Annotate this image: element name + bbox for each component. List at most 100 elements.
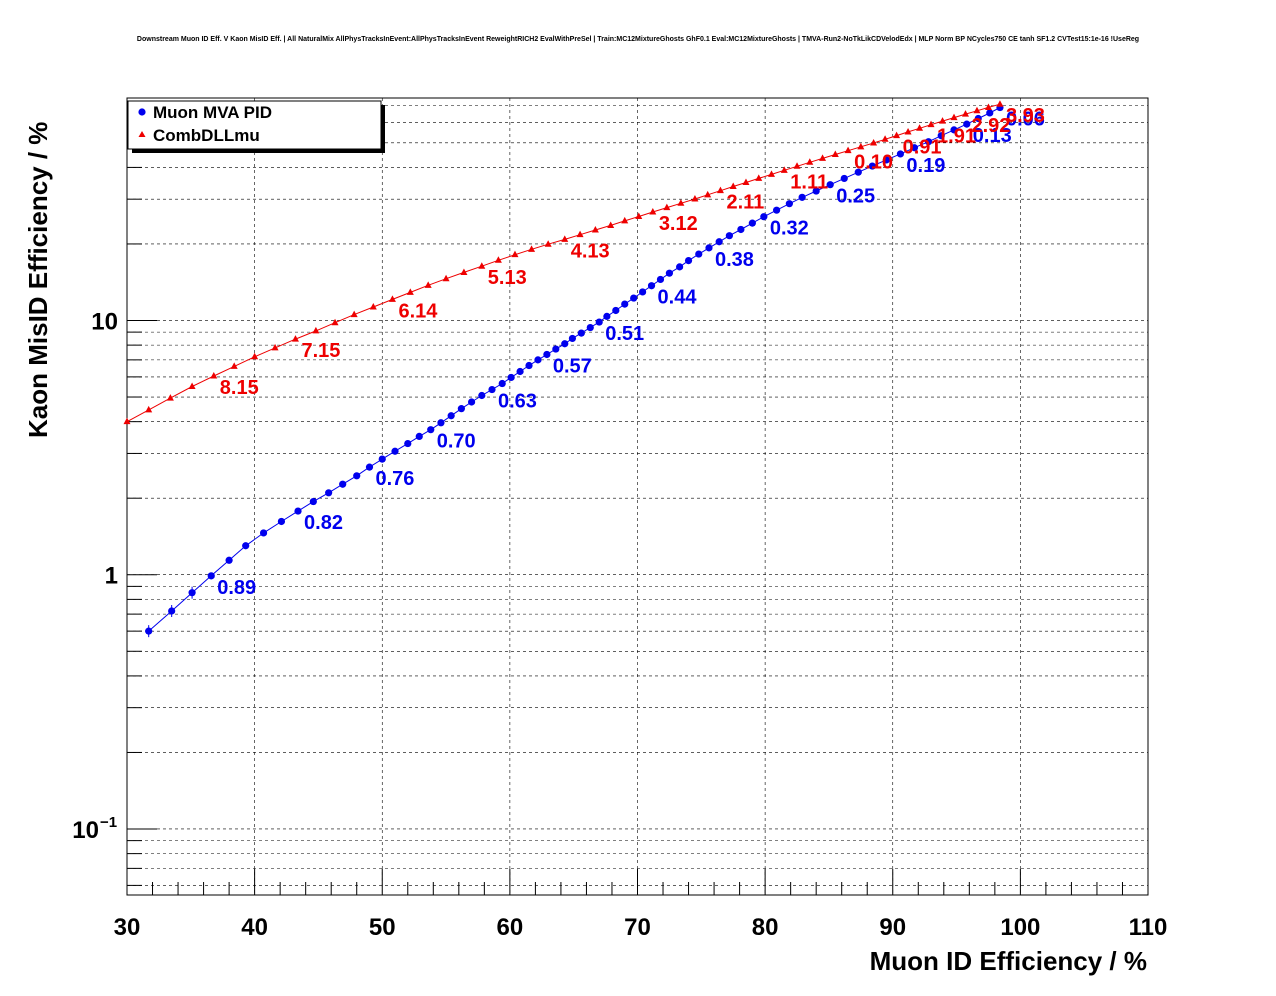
data-point-combdllmu xyxy=(591,225,599,233)
data-point-muon-mva-pid xyxy=(896,150,905,158)
data-point-combdllmu xyxy=(939,117,947,124)
data-point-muon-mva-pid xyxy=(168,607,176,615)
x-tick-labels: 30 40 50 60 70 80 90 100 110 xyxy=(114,914,1168,941)
point-label-muon-mva-pid: 0.38 xyxy=(715,249,754,271)
data-point-muon-mva-pid xyxy=(705,244,713,252)
legend-label-combdllmu: CombDLLmu xyxy=(153,126,260,145)
data-point-muon-mva-pid xyxy=(785,200,793,208)
data-point-combdllmu xyxy=(663,203,671,211)
data-point-combdllmu xyxy=(844,146,852,154)
data-point-muon-mva-pid xyxy=(656,275,665,284)
legend-box xyxy=(127,100,382,150)
point-label-muon-mva-pid: 0.70 xyxy=(437,431,476,453)
x-tick-label: 60 xyxy=(497,914,524,941)
data-point-muon-mva-pid xyxy=(950,126,958,134)
data-point-muon-mva-pid xyxy=(725,232,733,240)
legend-marker-muon-mva xyxy=(138,108,146,116)
data-point-combdllmu xyxy=(460,268,468,275)
data-point-muon-mva-pid xyxy=(812,187,820,195)
data-point-combdllmu xyxy=(544,240,552,247)
data-point-muon-mva-pid xyxy=(760,213,768,221)
x-axis-title: Muon ID Efficiency / % xyxy=(870,946,1147,976)
data-point-combdllmu xyxy=(961,110,969,117)
data-point-muon-mva-pid xyxy=(339,480,347,488)
x-tick-label: 90 xyxy=(879,914,906,941)
data-point-combdllmu xyxy=(635,212,643,219)
data-point-combdllmu xyxy=(677,199,685,206)
data-point-muon-mva-pid xyxy=(586,323,594,332)
x-tick-label: 30 xyxy=(114,914,141,941)
data-point-combdllmu xyxy=(755,174,763,181)
point-label-muon-mva-pid: 0.57 xyxy=(553,355,592,377)
point-label-combdllmu: 8.15 xyxy=(220,377,259,399)
data-point-muon-mva-pid xyxy=(404,439,412,448)
data-point-muon-mva-pid xyxy=(309,497,317,506)
legend-label-muon-mva: Muon MVA PID xyxy=(153,103,272,122)
data-point-muon-mva-pid xyxy=(437,419,445,427)
data-point-muon-mva-pid xyxy=(612,306,620,315)
data-point-muon-mva-pid xyxy=(773,206,781,214)
data-point-combdllmu xyxy=(893,131,901,139)
x-tick-label: 100 xyxy=(1000,914,1040,941)
data-point-muon-mva-pid xyxy=(868,162,876,170)
data-point-muon-mva-pid xyxy=(561,340,569,348)
data-point-muon-mva-pid xyxy=(639,288,647,296)
x-tick-label: 40 xyxy=(241,914,268,941)
data-point-combdllmu xyxy=(716,186,724,194)
data-point-combdllmu xyxy=(691,194,699,202)
data-point-muon-mva-pid xyxy=(516,367,524,376)
data-point-combdllmu xyxy=(729,182,737,189)
data-point-combdllmu xyxy=(621,216,629,224)
data-point-muon-mva-pid xyxy=(391,447,399,455)
data-point-muon-mva-pid xyxy=(467,398,476,406)
legend: Muon MVA PID CombDLLmu xyxy=(127,100,385,153)
data-point-muon-mva-pid xyxy=(543,350,551,359)
point-label-muon-mva-pid: 0.19 xyxy=(906,155,945,177)
data-point-muon-mva-pid xyxy=(986,109,994,117)
data-point-muon-mva-pid xyxy=(378,455,386,463)
point-label-combdllmu: 4.13 xyxy=(571,240,610,262)
point-label-combdllmu: 2.92 xyxy=(971,115,1010,137)
data-point-muon-mva-pid xyxy=(963,120,971,128)
y-axis-title: Kaon MisID Efficiency / % xyxy=(23,122,53,438)
data-point-combdllmu xyxy=(188,382,196,389)
data-point-muon-mva-pid xyxy=(937,132,945,140)
chart-title: Downstream Muon ID Eff. V Kaon MisID Eff… xyxy=(137,36,1139,43)
data-point-combdllmu xyxy=(123,417,131,425)
point-label-combdllmu: 7.15 xyxy=(301,340,340,362)
data-point-muon-mva-pid xyxy=(294,507,302,515)
point-label-muon-mva-pid: 0.44 xyxy=(658,287,698,309)
data-point-combdllmu xyxy=(442,274,450,282)
data-point-muon-mva-pid xyxy=(447,412,455,420)
data-point-combdllmu xyxy=(806,158,814,165)
data-point-muon-mva-pid xyxy=(621,300,629,308)
data-point-combdllmu xyxy=(996,100,1004,107)
data-point-muon-mva-pid xyxy=(415,432,423,441)
data-point-combdllmu xyxy=(350,310,358,318)
point-label-muon-mva-pid: 0.25 xyxy=(836,186,875,208)
point-label-muon-mva-pid: 0.13 xyxy=(973,125,1012,147)
data-point-muon-mva-pid xyxy=(145,627,153,635)
data-point-muon-mva-pid xyxy=(552,345,560,353)
data-point-muon-mva-pid xyxy=(427,426,435,434)
y-tick-label: 1 xyxy=(105,563,118,590)
data-point-muon-mva-pid xyxy=(242,542,250,550)
data-point-muon-mva-pid xyxy=(365,463,374,471)
point-label-muon-mva-pid: 0.76 xyxy=(375,468,414,490)
data-point-muon-mva-pid xyxy=(676,263,684,271)
data-point-muon-mva-pid xyxy=(568,334,577,343)
data-point-muon-mva-pid xyxy=(325,489,333,497)
x-tick-label: 80 xyxy=(752,914,779,941)
point-label-muon-mva-pid: 0.89 xyxy=(217,577,256,599)
y-tick-label: 10 xyxy=(72,817,99,844)
data-point-muon-mva-pid xyxy=(188,589,196,597)
data-point-combdllmu xyxy=(251,352,259,360)
data-point-muon-mva-pid xyxy=(684,257,693,265)
data-point-combdllmu xyxy=(576,230,584,238)
data-point-combdllmu xyxy=(984,103,992,110)
point-label-combdllmu: 0.91 xyxy=(903,137,942,159)
data-point-combdllmu xyxy=(870,138,878,146)
data-point-muon-mva-pid xyxy=(854,168,862,176)
